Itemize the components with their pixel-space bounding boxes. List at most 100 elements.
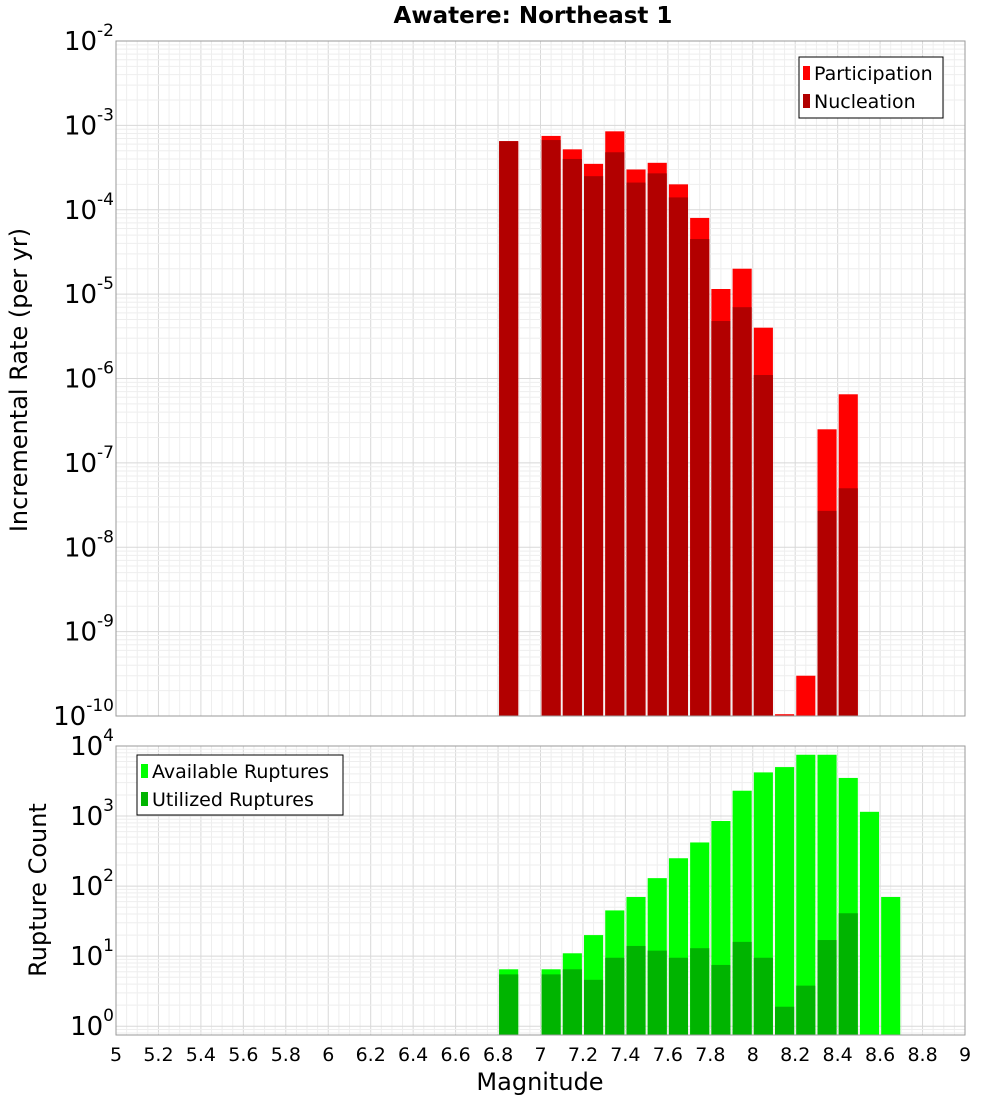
bottom-y-tick-exponent: 3 [103, 796, 114, 816]
top-y-tick-base: 10 [64, 618, 97, 648]
bottom-bar [817, 940, 837, 1035]
bottom-x-tick-label: 6.4 [398, 1044, 428, 1066]
top-y-tick-base: 10 [64, 196, 97, 226]
bottom-x-tick-label: 5 [110, 1044, 122, 1066]
bottom-legend-swatch [141, 764, 148, 778]
top-plot-frame [115, 40, 966, 717]
bottom-x-tick-label: 5.4 [186, 1044, 216, 1066]
top-bar [796, 675, 816, 716]
top-bar [541, 140, 561, 717]
bottom-y-tick-base: 10 [70, 942, 103, 972]
bottom-x-tick-label: 6.6 [440, 1044, 470, 1066]
bottom-bar [562, 969, 582, 1035]
bottom-x-tick-label: 7.2 [568, 1044, 598, 1066]
bottom-grid [115, 745, 966, 1035]
top-y-tick-label: 10-8 [64, 527, 114, 563]
top-y-tick-exponent: -9 [97, 612, 114, 632]
bottom-legend-swatch [141, 792, 148, 806]
top-bar [732, 307, 752, 716]
bottom-bar [796, 985, 816, 1035]
bottom-y-tick-label: 100 [70, 1006, 114, 1042]
top-y-tick-base: 10 [64, 27, 97, 57]
bottom-bar [711, 964, 731, 1035]
top-bar [817, 510, 837, 716]
top-bar [753, 375, 773, 716]
top-legend-box [798, 56, 944, 119]
bottom-x-tick-label: 5.2 [143, 1044, 173, 1066]
top-y-tick-exponent: -10 [86, 696, 114, 716]
bottom-bar [605, 957, 625, 1035]
bottom-y-tick-base: 10 [70, 732, 103, 762]
top-y-tick-label: 10-3 [64, 105, 114, 141]
top-bar [499, 141, 519, 717]
top-y-tick-label: 10-10 [53, 696, 114, 732]
chart-title: Awatere: Northeast 1 [394, 3, 673, 29]
top-y-tick-label: 10-2 [64, 21, 114, 57]
top-bar [562, 158, 582, 717]
top-series-2 [499, 140, 858, 717]
bottom-y-tick-base: 10 [70, 802, 103, 832]
top-y-tick-base: 10 [53, 702, 86, 732]
bottom-y-tick-label: 104 [70, 726, 114, 762]
bottom-y-tick-label: 103 [70, 796, 114, 832]
bottom-bar [626, 945, 646, 1035]
bottom-y-tick-exponent: 4 [103, 726, 114, 746]
bottom-series-2 [499, 913, 858, 1035]
top-y-tick-base: 10 [64, 365, 97, 395]
bottom-y-tick-label: 102 [70, 866, 114, 902]
bottom-bar [541, 974, 561, 1035]
bottom-x-tick-label: 6 [322, 1044, 334, 1066]
bottom-x-tick-label: 5.8 [271, 1044, 301, 1066]
bottom-legend: Available Ruptures Utilized Ruptures [136, 754, 344, 816]
bottom-legend-box [136, 754, 344, 816]
bottom-y-tick-exponent: 0 [103, 1006, 114, 1026]
top-bar [711, 321, 731, 716]
top-panel-rate-chart: 10-1010-910-810-710-610-510-410-310-2Par… [53, 21, 966, 732]
bottom-y-tick-exponent: 1 [103, 936, 114, 956]
bottom-x-tick-label: 7.4 [610, 1044, 640, 1066]
top-grid [115, 40, 966, 717]
bottom-x-tick-label: 8.2 [780, 1044, 810, 1066]
bottom-bar [584, 979, 604, 1035]
top-y-tick-label: 10-9 [64, 612, 114, 648]
x-axis-label: Magnitude [476, 1068, 603, 1096]
bottom-x-tick-label: 8 [747, 1044, 759, 1066]
top-y-tick-label: 10-6 [64, 359, 114, 395]
top-y-tick-label: 10-4 [64, 190, 114, 226]
top-y-tick-exponent: -3 [97, 105, 114, 125]
top-legend-swatch [803, 66, 810, 80]
top-y-tick-label: 10-7 [64, 443, 114, 479]
bottom-bar [647, 950, 667, 1035]
bottom-bar [796, 754, 816, 1035]
bottom-x-ticks: 5 5.2 5.4 5.6 5.8 6 6.2 6.4 6.6 6.8 7 7.2 7.4 7.6 7.8 8… [110, 1044, 971, 1066]
bottom-bar [775, 1006, 795, 1035]
bottom-x-tick-label: 8.6 [865, 1044, 895, 1066]
bottom-bar [732, 941, 752, 1035]
top-legend-label: Nucleation [814, 91, 916, 113]
top-bar [775, 714, 795, 716]
bottom-x-tick-label: 7 [534, 1044, 546, 1066]
top-bar [838, 488, 858, 716]
bottom-x-tick-label: 8.8 [907, 1044, 937, 1066]
bottom-y-tick-base: 10 [70, 1012, 103, 1042]
bottom-y-tick-base: 10 [70, 872, 103, 902]
bottom-bar [668, 957, 689, 1035]
bottom-x-tick-label: 7.6 [653, 1044, 683, 1066]
top-bar [647, 173, 667, 716]
bottom-x-tick-label: 9 [959, 1044, 971, 1066]
bottom-plot-frame [115, 745, 966, 1036]
top-y-tick-base: 10 [64, 449, 97, 479]
top-y-axis-label: Incremental Rate (per yr) [5, 228, 33, 532]
bottom-legend-label: Utilized Ruptures [152, 789, 314, 811]
bottom-y-axis-label: Rupture Count [24, 803, 52, 977]
top-y-tick-exponent: -8 [97, 527, 114, 547]
top-bar [626, 182, 646, 716]
bottom-bar [838, 913, 858, 1035]
top-y-tick-base: 10 [64, 280, 97, 310]
bottom-bar [753, 957, 773, 1035]
bottom-bar [859, 811, 880, 1035]
top-y-tick-exponent: -4 [97, 190, 114, 210]
